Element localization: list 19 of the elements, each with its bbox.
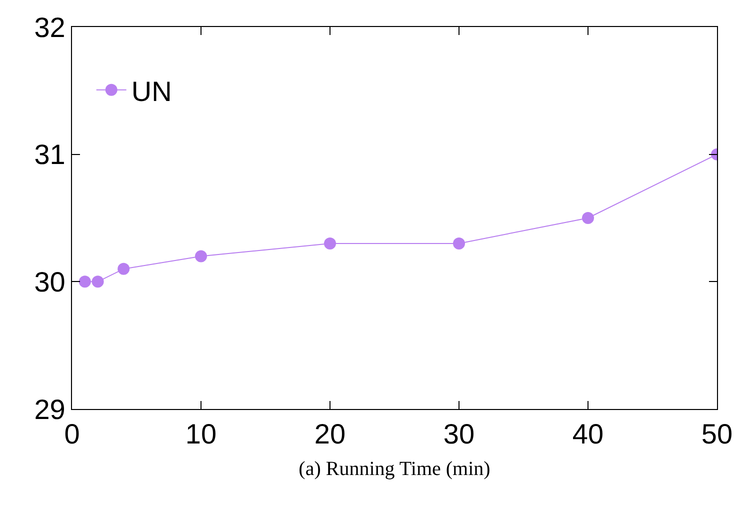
point [453,237,465,250]
point [118,262,130,275]
x-tick-label: 50 [701,418,733,450]
point [582,212,594,224]
y-tick-label: 30 [34,266,66,298]
x-tick-label: 40 [572,418,604,450]
point [78,276,91,288]
point [324,237,336,250]
point [195,250,207,262]
y-tick-label: 31 [34,139,66,170]
y-tick-label: 29 [34,394,66,425]
point [92,276,104,288]
y-tick-label: 32 [34,12,66,43]
legend-label: UN [131,76,172,107]
x-tick-label: 10 [185,418,217,450]
x-axis-title: (a) Running Time (min) [298,458,490,480]
x-tick-label: 30 [443,418,475,450]
x-tick-label: 20 [314,418,346,450]
x-tick-label: 0 [64,418,80,450]
